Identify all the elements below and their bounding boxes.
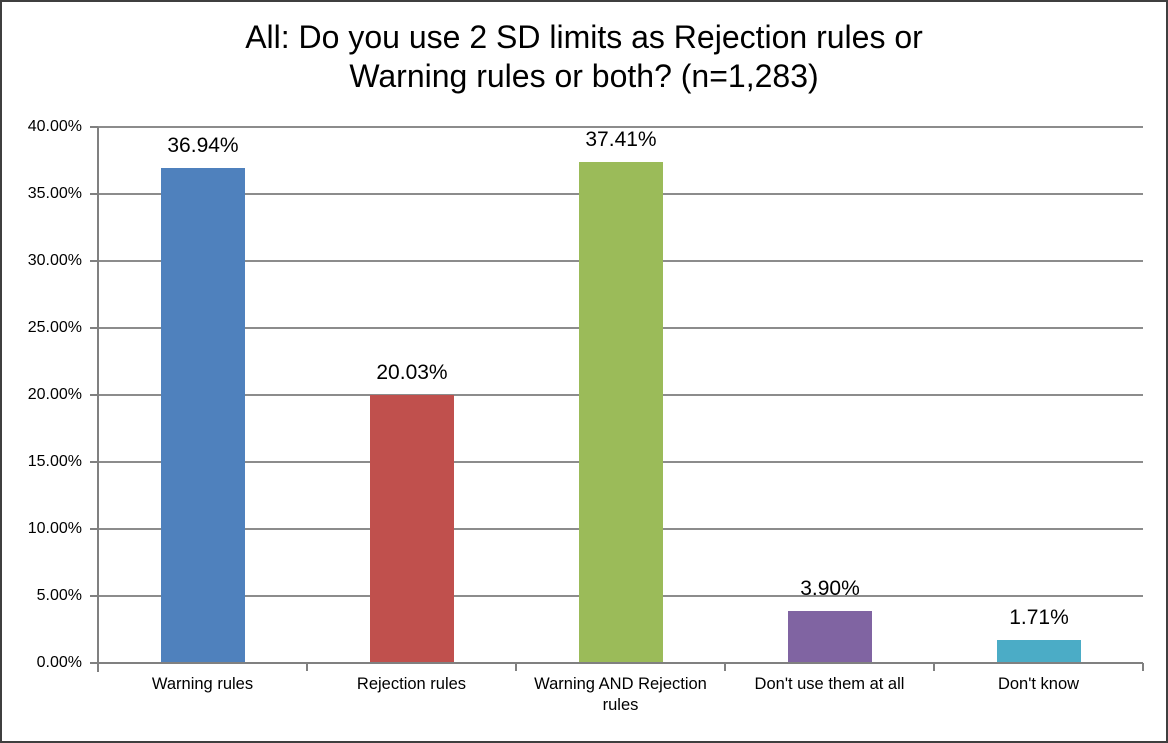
x-category-label: Warning AND Rejection rules [534,675,707,714]
bar-4 [788,610,872,663]
y-axis-tick [90,126,98,128]
bar-2 [370,394,454,663]
x-axis-tick [724,663,726,671]
bar-value-label: 3.90% [800,576,860,600]
x-category-label: Don't know [997,675,1080,693]
x-axis-tick [1142,663,1144,671]
y-tick-label: 20.00% [27,386,82,403]
y-tick-label: 5.00% [36,587,82,604]
y-tick-label: 40.00% [27,118,82,135]
y-axis-tick [90,461,98,463]
x-axis-line [98,662,1143,664]
x-axis-tick [97,663,99,671]
y-axis-tick [90,528,98,530]
y-tick-label: 10.00% [27,520,82,537]
x-category-label: Warning rules [151,675,254,693]
x-category-label: Rejection rules [356,675,467,693]
y-axis-tick [90,662,98,664]
bar-5 [997,640,1081,663]
x-axis-tick [515,663,517,671]
bar-value-label: 20.03% [376,360,448,384]
bar-value-label: 1.71% [1009,606,1069,630]
x-category-label: Don't use them at all [754,675,905,693]
bar-value-label: 36.94% [167,134,239,157]
x-axis-tick [306,663,308,671]
y-tick-label: 0.00% [36,654,82,671]
x-axis-tick [933,663,935,671]
chart-title: All: Do you use 2 SD limits as Rejection… [2,18,1166,96]
bar-value-label: 37.41% [585,127,657,151]
y-axis-line [97,127,99,672]
y-axis-tick [90,260,98,262]
y-tick-label: 30.00% [27,252,82,269]
y-axis-tick [90,595,98,597]
y-tick-label: 35.00% [27,185,82,202]
chart-title-line2: Warning rules or both? (n=1,283) [349,58,819,94]
gridline [98,126,1143,128]
y-axis-tick [90,193,98,195]
y-axis-tick [90,394,98,396]
bar-1 [161,168,245,663]
y-tick-label: 15.00% [27,453,82,470]
chart-title-line1: All: Do you use 2 SD limits as Rejection… [245,19,923,55]
bar-3 [579,161,663,663]
y-tick-label: 25.00% [27,319,82,336]
y-axis-tick [90,327,98,329]
